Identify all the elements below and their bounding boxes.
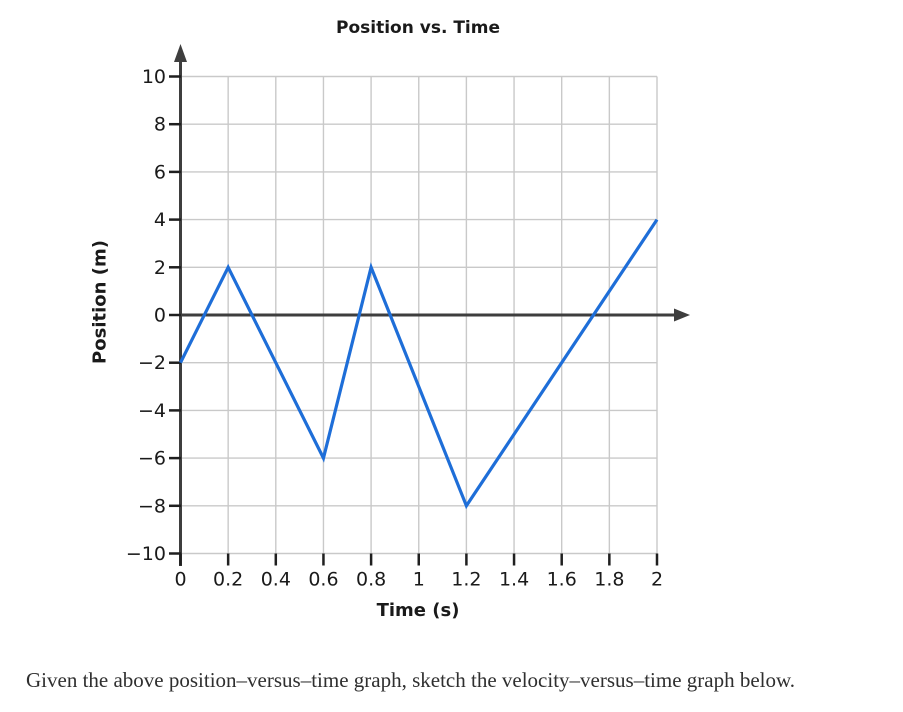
instruction-text: Given the above position–versus–time gra… — [26, 668, 796, 692]
y-tick-label: −8 — [138, 495, 166, 517]
x-axis-label: Time (s) — [376, 600, 460, 621]
x-tick-label: 0.6 — [308, 569, 338, 591]
y-tick-label: −4 — [138, 400, 166, 422]
y-tick-label: 2 — [154, 257, 166, 279]
y-tick-label: 4 — [154, 209, 166, 231]
x-tick-label: 0.8 — [356, 569, 386, 591]
x-tick-label: 2 — [651, 569, 663, 591]
x-tick-label: 0.4 — [261, 569, 291, 591]
y-tick-label: 8 — [154, 114, 166, 136]
x-tick-label: 1.8 — [594, 569, 624, 591]
y-tick-label: −2 — [138, 352, 166, 374]
y-tick-label: −6 — [138, 448, 166, 470]
x-tick-label: 0 — [174, 569, 186, 591]
x-axis-arrow — [674, 308, 690, 322]
x-tick-label: 0.2 — [213, 569, 243, 591]
y-tick-label: 10 — [142, 66, 166, 88]
x-tick-label: 1.2 — [451, 569, 481, 591]
y-tick-label: 6 — [154, 161, 166, 183]
x-tick-label: 1 — [413, 569, 425, 591]
x-tick-label: 1.4 — [499, 569, 529, 591]
position-time-plot: 0 0.2 0.4 0.6 0.8 1 1.2 1.4 1.6 1.8 2 10 8 6 4 2 0 −2 −4 −6… — [126, 44, 690, 591]
x-tick-label: 1.6 — [547, 569, 577, 591]
y-axis-arrow — [174, 44, 187, 62]
y-tick-label: 0 — [154, 305, 166, 327]
y-axis-label: Position (m) — [89, 240, 111, 364]
chart-title: Position vs. Time — [336, 18, 500, 38]
y-tick-label: −10 — [126, 543, 166, 565]
position-line — [179, 218, 659, 510]
